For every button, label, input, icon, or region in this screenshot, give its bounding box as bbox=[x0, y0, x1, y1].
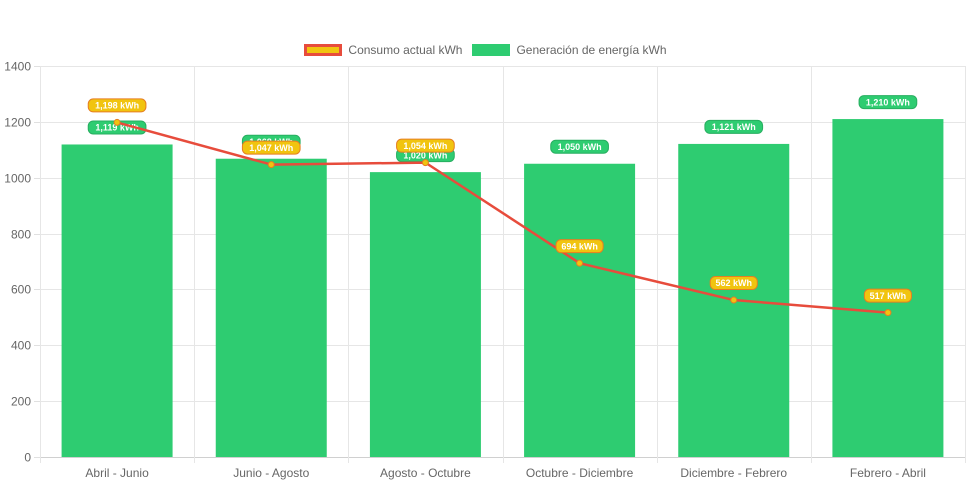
legend-swatch-generacion bbox=[472, 44, 511, 56]
x-tick-label: Diciembre - Febrero bbox=[680, 466, 787, 480]
bar bbox=[369, 172, 481, 457]
bar bbox=[215, 158, 327, 458]
x-tick-label: Octubre - Diciembre bbox=[526, 466, 634, 480]
y-tick-label: 1200 bbox=[4, 116, 31, 130]
line-value-label: 694 kWh bbox=[561, 241, 598, 251]
y-tick-label: 400 bbox=[11, 339, 31, 353]
bar-value-label: 1,020 kWh bbox=[403, 150, 447, 160]
bar-value-label-bg bbox=[858, 95, 918, 110]
line-value-label-bg bbox=[709, 276, 758, 291]
x-tick-label: Junio - Agosto bbox=[233, 466, 309, 480]
legend-item-generacion[interactable]: Generación de energía kWh bbox=[472, 43, 667, 57]
line-value-label: 1,047 kWh bbox=[249, 143, 293, 153]
line-point bbox=[421, 159, 429, 167]
x-tick-label: Abril - Junio bbox=[85, 466, 149, 480]
line-point bbox=[267, 161, 275, 169]
bar-value-label: 1,121 kWh bbox=[712, 122, 756, 132]
legend-label-consumo: Consumo actual kWh bbox=[348, 43, 463, 57]
legend-label-generacion: Generación de energía kWh bbox=[516, 43, 667, 57]
x-tick-label: Agosto - Octubre bbox=[380, 466, 471, 480]
legend-item-consumo[interactable]: Consumo actual kWh bbox=[304, 43, 462, 57]
x-tick-label: Febrero - Abril bbox=[850, 466, 926, 480]
legend-swatch-consumo bbox=[304, 44, 343, 56]
bar bbox=[832, 119, 944, 458]
line-value-label-bg bbox=[396, 138, 455, 153]
bar-value-label-bg bbox=[550, 139, 609, 154]
y-tick-label: 0 bbox=[24, 451, 31, 465]
bar-value-label: 1,050 kWh bbox=[558, 142, 602, 152]
y-tick-label: 1000 bbox=[4, 172, 31, 186]
line-point bbox=[113, 118, 121, 126]
y-tick-label: 200 bbox=[11, 395, 31, 409]
line-value-label-bg bbox=[555, 239, 604, 254]
line-value-label: 562 kWh bbox=[715, 278, 752, 288]
line-point bbox=[884, 309, 892, 317]
line-value-label-bg bbox=[241, 140, 301, 155]
bar-value-label: 1,119 kWh bbox=[95, 123, 139, 133]
line-value-label: 1,198 kWh bbox=[95, 101, 139, 111]
bar bbox=[524, 163, 636, 457]
line-value-label-bg bbox=[863, 288, 912, 303]
line-value-label-bg bbox=[87, 98, 147, 113]
line-point bbox=[730, 296, 738, 304]
y-tick-label: 600 bbox=[11, 283, 31, 297]
line-point bbox=[576, 259, 584, 267]
bar-value-label-bg bbox=[704, 119, 764, 134]
y-tick-label: 1400 bbox=[4, 60, 31, 74]
bar-value-label: 1,210 kWh bbox=[866, 97, 910, 107]
line-value-label: 517 kWh bbox=[870, 291, 907, 301]
line-value-label: 1,054 kWh bbox=[403, 141, 447, 151]
chart-legend: Consumo actual kWh Generación de energía… bbox=[0, 40, 971, 60]
bar bbox=[61, 144, 173, 457]
y-tick-label: 800 bbox=[11, 228, 31, 242]
series-line-consumo bbox=[116, 121, 889, 314]
